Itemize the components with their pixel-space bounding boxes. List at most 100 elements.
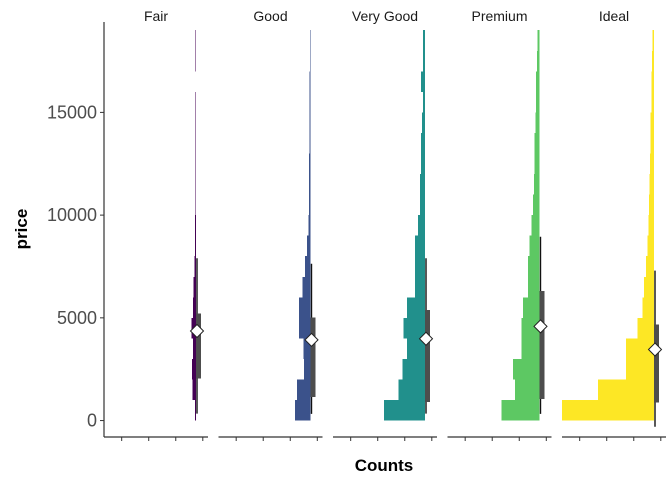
histogram-bar xyxy=(528,276,540,298)
y-tick-label: 0 xyxy=(87,411,97,431)
histogram-bar xyxy=(537,30,540,51)
histogram-bar xyxy=(309,50,311,72)
histogram-bar xyxy=(651,91,654,113)
panel-very-good: Very Good xyxy=(333,8,437,441)
histogram-bar xyxy=(649,174,654,195)
histogram-bar xyxy=(422,112,425,133)
histogram-bar xyxy=(650,132,654,154)
histogram-bar xyxy=(192,379,196,401)
histogram-bar xyxy=(649,194,654,216)
histogram-bar xyxy=(533,174,540,195)
histogram-bar xyxy=(406,297,425,318)
histogram-bar xyxy=(626,338,654,359)
panel-ideal: Ideal xyxy=(562,8,666,441)
histogram-bar xyxy=(415,235,425,257)
histogram-bar xyxy=(308,194,311,216)
histogram-bar xyxy=(415,276,425,298)
histogram-bar xyxy=(406,338,425,359)
strip-label-fair: Fair xyxy=(144,8,168,24)
histogram-bar xyxy=(193,276,196,298)
histogram-bar xyxy=(305,256,311,277)
histogram-bar xyxy=(537,50,540,72)
histogram-bar xyxy=(531,215,540,236)
histogram-bar xyxy=(195,400,196,421)
histogram-bar xyxy=(642,297,654,318)
histogram-bar xyxy=(299,297,311,318)
histogram-bar xyxy=(193,297,196,318)
y-ticks: 0 5000 10000 15000 xyxy=(47,102,104,431)
histogram-bar xyxy=(423,50,425,72)
x-axis-title: Counts xyxy=(355,456,414,475)
mean-marker xyxy=(647,342,663,357)
histogram-bar xyxy=(536,71,540,92)
histogram-bar xyxy=(420,174,425,195)
histogram-bar xyxy=(523,297,540,318)
histogram-bar xyxy=(423,30,425,51)
histogram-bar xyxy=(501,400,540,421)
histogram-bar xyxy=(195,174,196,195)
histogram-bar xyxy=(309,71,311,92)
histogram-bar xyxy=(193,338,196,359)
iqr-box xyxy=(425,310,430,402)
histogram-bar xyxy=(423,91,425,113)
y-tick-label: 10000 xyxy=(47,205,97,225)
histogram-bar xyxy=(421,132,425,154)
histogram-bar xyxy=(309,153,311,175)
strip-label-good: Good xyxy=(253,8,287,24)
histogram-bar xyxy=(650,112,654,133)
histogram-bar xyxy=(309,112,311,133)
histogram-bar xyxy=(398,379,425,401)
histogram-bar xyxy=(308,215,311,236)
histogram-bar xyxy=(652,50,654,72)
histogram-bar xyxy=(649,153,654,175)
histogram-bar xyxy=(521,338,540,359)
histogram-bar xyxy=(648,215,654,236)
histogram-bar xyxy=(644,276,654,298)
histogram-bar xyxy=(303,338,311,359)
histogram-bar xyxy=(383,400,425,421)
panel-good: Good xyxy=(218,8,323,441)
histogram-bar xyxy=(652,30,654,51)
histogram-bar xyxy=(514,379,540,401)
histogram-bar xyxy=(195,215,196,236)
histogram-bar xyxy=(645,256,654,277)
histogram-bar xyxy=(562,400,654,421)
histogram-bar xyxy=(302,276,311,298)
y-tick-label: 15000 xyxy=(47,102,97,122)
histogram-bar xyxy=(513,358,540,380)
histogram-bar xyxy=(307,235,311,257)
mean-marker xyxy=(418,331,434,346)
histogram-bar xyxy=(295,400,311,421)
histogram-bar xyxy=(651,71,654,92)
histogram-bar xyxy=(535,112,540,133)
iqr-box xyxy=(196,313,201,379)
histogram-bar xyxy=(598,379,654,401)
iqr-box xyxy=(310,317,316,398)
histogram-bar xyxy=(528,256,540,277)
histogram-bar xyxy=(402,358,425,380)
histogram-bar xyxy=(309,174,311,195)
strip-label-premium: Premium xyxy=(471,8,527,24)
strip-label-very-good: Very Good xyxy=(352,8,418,24)
histogram-bar xyxy=(309,132,311,154)
histogram-bar xyxy=(299,317,311,339)
histogram-bar xyxy=(309,91,311,113)
axes: 0 5000 10000 15000 xyxy=(47,22,105,437)
iqr-box xyxy=(539,291,545,400)
histogram-bar xyxy=(529,235,540,257)
histogram-bar xyxy=(303,358,311,380)
mean-marker xyxy=(189,323,205,339)
histogram-bar xyxy=(534,132,540,154)
panel-fair: Fair xyxy=(104,8,208,441)
histogram-bar xyxy=(415,256,425,277)
mean-marker xyxy=(304,332,319,348)
histogram-bar xyxy=(418,215,425,236)
histogram-bar xyxy=(532,194,540,216)
histogram-bar xyxy=(195,194,196,216)
histogram-bar xyxy=(403,317,425,339)
histogram-bar xyxy=(626,358,654,380)
mean-marker xyxy=(533,319,548,334)
histogram-bar xyxy=(536,91,540,113)
histogram-bar xyxy=(534,153,540,175)
